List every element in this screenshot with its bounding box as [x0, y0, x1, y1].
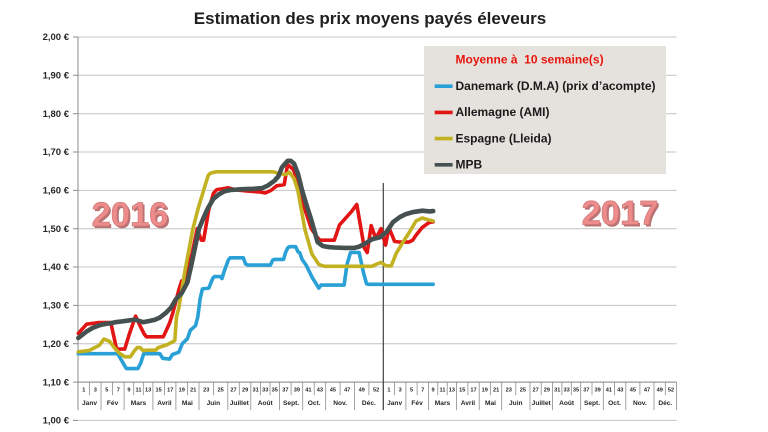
svg-text:33: 33 [563, 388, 569, 394]
svg-text:Juillet: Juillet [230, 400, 250, 407]
svg-text:1,20 €: 1,20 € [43, 339, 70, 350]
svg-text:1,10 €: 1,10 € [43, 377, 70, 388]
svg-text:23: 23 [506, 388, 512, 394]
svg-text:Mai: Mai [485, 400, 496, 407]
svg-text:45: 45 [630, 388, 636, 394]
svg-text:37: 37 [583, 388, 589, 394]
svg-text:Nov.: Nov. [333, 400, 347, 407]
svg-text:21: 21 [493, 388, 499, 394]
svg-text:Danemark (D.M.A) (prix d’acomp: Danemark (D.M.A) (prix d’acompte) [456, 79, 656, 93]
svg-text:9: 9 [127, 388, 130, 394]
svg-text:25: 25 [520, 388, 526, 394]
svg-text:39: 39 [294, 388, 300, 394]
svg-text:27: 27 [532, 388, 538, 394]
svg-text:47: 47 [644, 388, 650, 394]
svg-text:1: 1 [82, 388, 85, 394]
svg-text:Mai: Mai [182, 400, 193, 407]
svg-text:39: 39 [594, 388, 600, 394]
svg-text:29: 29 [544, 388, 550, 394]
svg-text:1,00 €: 1,00 € [43, 416, 70, 427]
svg-text:Janv: Janv [82, 400, 97, 407]
svg-text:2017: 2017 [582, 195, 659, 233]
svg-text:Allemagne (AMI): Allemagne (AMI) [456, 105, 550, 119]
svg-text:Janv: Janv [387, 400, 402, 407]
svg-text:31: 31 [252, 388, 258, 394]
svg-text:1,60 €: 1,60 € [43, 186, 70, 197]
svg-text:1,80 €: 1,80 € [43, 109, 70, 120]
svg-text:1,40 €: 1,40 € [43, 262, 70, 273]
svg-text:11: 11 [440, 388, 446, 394]
svg-text:Août: Août [258, 400, 274, 407]
svg-text:Fév: Fév [411, 400, 423, 407]
svg-text:13: 13 [145, 388, 151, 394]
svg-text:Juillet: Juillet [532, 400, 552, 407]
svg-text:7: 7 [117, 388, 120, 394]
svg-text:1,30 €: 1,30 € [43, 301, 70, 312]
svg-text:Mars: Mars [435, 400, 451, 407]
svg-text:Fév: Fév [107, 400, 119, 407]
svg-text:9: 9 [432, 388, 435, 394]
svg-text:31: 31 [554, 388, 560, 394]
svg-text:5: 5 [410, 388, 413, 394]
svg-text:43: 43 [317, 388, 323, 394]
svg-text:3: 3 [94, 388, 97, 394]
svg-text:Juin: Juin [207, 400, 221, 407]
svg-text:15: 15 [459, 388, 465, 394]
svg-text:52: 52 [668, 388, 674, 394]
svg-text:Espagne (Lleida): Espagne (Lleida) [456, 131, 552, 145]
svg-text:2016: 2016 [93, 198, 170, 236]
svg-text:Moyenne à 10 semaine(s): Moyenne à 10 semaine(s) [456, 53, 604, 67]
svg-text:17: 17 [470, 388, 476, 394]
svg-text:1,90 €: 1,90 € [43, 71, 70, 82]
svg-text:19: 19 [482, 388, 488, 394]
svg-text:41: 41 [305, 388, 311, 394]
svg-text:MPB: MPB [456, 158, 483, 172]
svg-text:11: 11 [136, 388, 142, 394]
svg-text:37: 37 [282, 388, 288, 394]
svg-text:13: 13 [449, 388, 455, 394]
svg-text:35: 35 [573, 388, 579, 394]
svg-text:1: 1 [387, 388, 390, 394]
svg-text:52: 52 [373, 388, 379, 394]
svg-text:23: 23 [203, 388, 209, 394]
svg-text:1,70 €: 1,70 € [43, 147, 70, 158]
svg-text:Août: Août [559, 400, 575, 407]
svg-text:2016: 2016 [92, 196, 169, 234]
svg-text:47: 47 [344, 388, 350, 394]
svg-text:Mars: Mars [131, 400, 147, 407]
svg-text:2017: 2017 [583, 196, 660, 234]
svg-text:21: 21 [190, 388, 196, 394]
svg-text:27: 27 [230, 388, 236, 394]
svg-text:2,00 €: 2,00 € [43, 32, 70, 43]
svg-text:33: 33 [262, 388, 268, 394]
svg-text:Avril: Avril [157, 400, 172, 407]
svg-text:17: 17 [167, 388, 173, 394]
svg-text:Déc.: Déc. [658, 400, 672, 407]
svg-text:7: 7 [421, 388, 424, 394]
svg-text:Sept.: Sept. [283, 400, 299, 407]
svg-text:Estimation des prix moyens pay: Estimation des prix moyens payés éleveur… [194, 9, 546, 28]
svg-text:Oct.: Oct. [608, 400, 621, 407]
svg-text:43: 43 [617, 388, 623, 394]
svg-text:Juin: Juin [509, 400, 523, 407]
svg-text:3: 3 [399, 388, 402, 394]
svg-text:Sept.: Sept. [584, 400, 600, 407]
svg-text:19: 19 [179, 388, 185, 394]
svg-text:Oct.: Oct. [308, 400, 321, 407]
svg-text:Avril: Avril [461, 400, 476, 407]
svg-text:35: 35 [272, 388, 278, 394]
svg-text:1,50 €: 1,50 € [43, 224, 70, 235]
svg-text:5: 5 [105, 388, 108, 394]
svg-text:49: 49 [657, 388, 663, 394]
svg-text:15: 15 [155, 388, 161, 394]
svg-text:Nov.: Nov. [633, 400, 647, 407]
svg-text:Déc.: Déc. [362, 400, 376, 407]
svg-text:41: 41 [606, 388, 612, 394]
svg-text:29: 29 [242, 388, 248, 394]
svg-text:45: 45 [330, 388, 336, 394]
svg-text:49: 49 [359, 388, 365, 394]
svg-text:25: 25 [217, 388, 223, 394]
